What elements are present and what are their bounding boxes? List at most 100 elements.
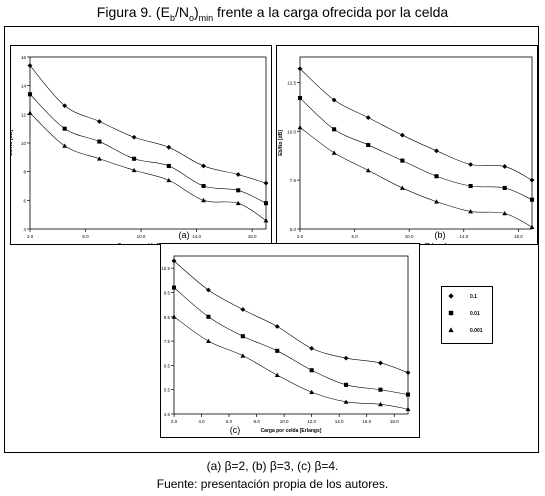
- x-tick-label: 4.0: [198, 419, 205, 424]
- y-axis-label: Eb/No [dB]: [10, 130, 14, 156]
- panel-label: (a): [179, 230, 190, 240]
- data-point-square: [529, 197, 535, 202]
- data-point-triangle: [343, 399, 349, 404]
- series-line-0-001: [173, 316, 409, 410]
- y-tick-label: 5.5: [164, 388, 171, 393]
- data-point-diamond: [201, 163, 206, 169]
- data-point-triangle: [378, 401, 383, 407]
- x-axis-label: Carga por celda [Erlangs]: [261, 428, 322, 434]
- legend-label: 0.1: [470, 294, 477, 300]
- data-point-square: [132, 156, 137, 161]
- data-point-diamond: [131, 134, 137, 140]
- x-tick-label: 6.0: [82, 234, 89, 239]
- y-tick-label: 4.5: [164, 412, 171, 417]
- legend-label: 0.001: [470, 328, 483, 334]
- plot-area: [299, 56, 533, 230]
- x-tick-label: 16.0: [362, 419, 371, 424]
- x-tick-label: 2.0: [171, 419, 178, 424]
- y-tick-label: 12: [21, 112, 27, 117]
- data-point-square: [201, 183, 206, 189]
- data-point-triangle: [434, 199, 439, 204]
- data-point-triangle: [235, 200, 241, 206]
- x-tick-label: 14.0: [459, 234, 468, 239]
- data-point-diamond: [434, 148, 439, 154]
- data-point-diamond: [405, 370, 411, 376]
- x-tick-label: 2.0: [27, 234, 34, 239]
- chart-panel-c: 4.5 5.5 6.5 7.5 8.5 9.5 10.5 2.0 4.0 6.0 8.0 10.0 12…: [160, 243, 420, 438]
- data-point-triangle: [206, 338, 211, 343]
- data-point-triangle: [331, 150, 337, 155]
- data-point-triangle: [171, 314, 177, 319]
- data-point-square: [275, 348, 280, 353]
- panel-label: (b): [435, 230, 446, 240]
- y-tick-label: 8: [23, 170, 26, 175]
- data-point-triangle: [468, 209, 473, 214]
- data-point-triangle: [166, 177, 172, 183]
- y-tick-label: 14: [21, 84, 27, 89]
- data-point-triangle: [309, 389, 315, 395]
- chart-frame: [10, 45, 272, 245]
- y-tick-label: 6.5: [164, 363, 171, 368]
- data-point-diamond: [343, 355, 349, 361]
- data-point-triangle: [263, 218, 269, 223]
- series-line-0-001: [299, 127, 533, 228]
- data-point-diamond: [240, 307, 246, 312]
- data-point-diamond: [378, 360, 383, 366]
- y-tick-label: 7.5: [290, 178, 297, 183]
- data-point-triangle: [274, 372, 280, 378]
- data-point-square: [236, 188, 241, 193]
- legend-marker-square: [448, 310, 454, 316]
- data-point-diamond: [166, 144, 172, 150]
- data-point-square: [62, 126, 67, 131]
- x-tick-label: 6.0: [351, 234, 358, 239]
- y-tick-label: 9.5: [164, 290, 171, 295]
- legend-marker-diamond: [448, 293, 454, 299]
- series-line-0-01: [173, 287, 409, 395]
- chart-frame: [276, 45, 538, 245]
- data-point-square: [297, 96, 303, 101]
- data-point-diamond: [529, 177, 535, 183]
- x-tick-label: 12.0: [307, 419, 316, 424]
- data-point-square: [468, 183, 473, 189]
- title-text-suffix: frente a la carga ofrecida por la celda: [213, 4, 449, 20]
- title-sub-min: min: [198, 12, 214, 23]
- series-line-0-01: [29, 94, 267, 204]
- y-axis-label: Eb/No [dB]: [278, 130, 284, 156]
- y-tick-label: 10.5: [161, 266, 170, 271]
- data-point-triangle: [240, 353, 246, 358]
- data-point-diamond: [468, 162, 473, 167]
- series-line-0-1: [299, 68, 533, 181]
- data-point-diamond: [171, 258, 177, 264]
- data-point-square: [434, 174, 439, 179]
- data-point-triangle: [62, 143, 68, 148]
- y-tick-label: 16: [21, 55, 27, 60]
- data-point-triangle: [365, 167, 371, 173]
- series-line-0-1: [173, 260, 409, 373]
- data-point-diamond: [235, 172, 241, 177]
- legend-svg: 0.1 0.01 0.001: [448, 293, 483, 334]
- data-point-square: [332, 127, 337, 132]
- data-point-diamond: [206, 287, 211, 293]
- y-tick-label: 10: [21, 141, 27, 146]
- title-sub-b: b: [169, 12, 175, 23]
- data-point-diamond: [399, 132, 405, 138]
- data-point-square: [309, 368, 314, 373]
- data-point-diamond: [97, 119, 102, 124]
- x-tick-label: 6.0: [226, 419, 233, 424]
- series-line-0-01: [299, 97, 533, 200]
- data-point-triangle: [201, 197, 206, 203]
- series-line-0-1: [29, 65, 267, 184]
- x-tick-label: 2.0: [297, 234, 304, 239]
- panel-label: (c): [230, 425, 241, 435]
- caption-panels: (a) β=2, (b) β=3, (c) β=4.: [206, 459, 339, 473]
- x-tick-label: 18.0: [514, 234, 523, 239]
- x-tick-label: 10.0: [137, 234, 146, 239]
- data-point-triangle: [529, 224, 535, 229]
- x-tick-label: 8.0: [253, 419, 260, 424]
- data-point-square: [263, 201, 269, 206]
- data-point-square: [240, 334, 245, 339]
- chart-frame: [160, 243, 420, 438]
- legend: 0.1 0.01 0.001: [441, 286, 493, 344]
- y-tick-label: 7.5: [164, 339, 171, 344]
